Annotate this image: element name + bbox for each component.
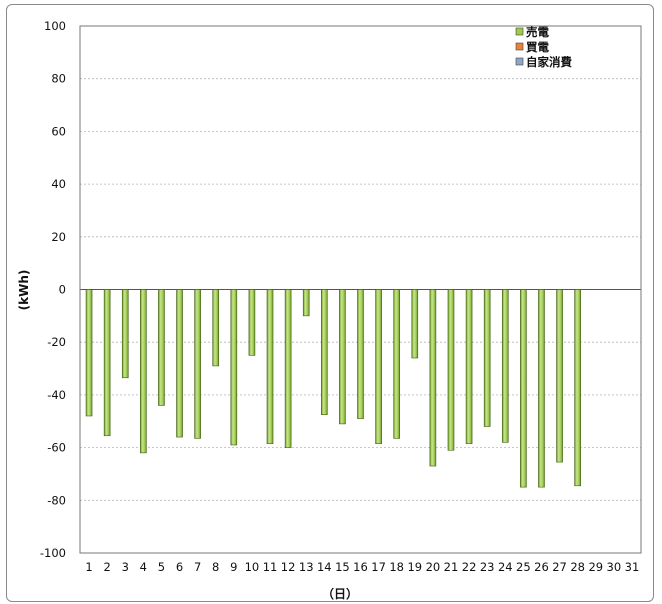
x-tick-label: 20	[426, 560, 441, 574]
bar-day-1	[85, 289, 93, 417]
x-tick-label: 9	[230, 560, 237, 574]
y-tick-label: -80	[47, 493, 66, 507]
x-tick-label: 23	[480, 560, 495, 574]
x-tick-label: 17	[371, 560, 386, 574]
x-tick-label: 8	[212, 560, 219, 574]
x-tick-label: 15	[335, 560, 350, 574]
bar-day-6	[176, 289, 183, 438]
y-tick-label: 20	[51, 230, 66, 244]
y-tick-label: -20	[47, 335, 66, 349]
x-tick-label: 19	[407, 560, 422, 574]
bar-day-7	[194, 289, 201, 439]
bar-day-23	[483, 289, 491, 427]
x-tick-label: 1	[85, 560, 92, 574]
x-tick-label: 22	[462, 560, 477, 574]
x-tick-label: 10	[245, 560, 260, 574]
bar-day-26	[538, 289, 545, 488]
bar-day-13	[302, 289, 310, 317]
x-tick-label: 25	[516, 560, 531, 574]
x-tick-label: 12	[281, 560, 296, 574]
bar-day-22	[465, 289, 473, 444]
bar-day-28	[574, 289, 581, 487]
bar-day-18	[393, 289, 400, 439]
bar-day-3	[121, 289, 129, 379]
bar-day-14	[321, 289, 328, 415]
x-tick-label: 31	[625, 560, 640, 574]
legend-swatch-0	[515, 27, 524, 36]
legend-swatch-1	[515, 42, 524, 51]
x-tick-label: 14	[317, 560, 332, 574]
x-tick-label: 28	[570, 560, 585, 574]
bar-day-27	[556, 289, 563, 463]
y-tick-label: -60	[47, 441, 66, 455]
bar-day-16	[357, 289, 364, 419]
x-tick-label: 24	[498, 560, 513, 574]
x-tick-label: 2	[103, 560, 110, 574]
x-tick-label: 30	[607, 560, 622, 574]
x-tick-label: 11	[263, 560, 278, 574]
y-tick-label: 0	[59, 283, 66, 297]
y-tick-label: -100	[40, 546, 66, 560]
bar-layer	[85, 289, 581, 488]
bar-day-19	[411, 289, 419, 359]
x-tick-label: 16	[353, 560, 368, 574]
y-tick-label: -40	[47, 388, 66, 402]
legend-label-2: 自家消費	[526, 55, 572, 69]
legend-swatch-2	[515, 57, 524, 66]
x-tick-label: 13	[299, 560, 314, 574]
y-tick-label: 40	[51, 177, 66, 191]
x-tick-label: 3	[122, 560, 129, 574]
x-tick-label: 18	[389, 560, 404, 574]
y-tick-label: 100	[44, 19, 66, 33]
bar-day-20	[429, 289, 437, 467]
bar-day-25	[520, 289, 527, 488]
bar-day-15	[339, 289, 346, 425]
bar-day-8	[212, 289, 220, 367]
x-tick-label: 6	[176, 560, 183, 574]
x-tick-label: 5	[158, 560, 165, 574]
legend-label-1: 買電	[526, 40, 549, 54]
bar-day-24	[501, 289, 509, 443]
bar-day-17	[375, 289, 382, 444]
x-tick-label: 4	[140, 560, 147, 574]
chart-frame	[6, 4, 654, 602]
bar-day-10	[248, 289, 256, 356]
bar-day-4	[140, 289, 147, 454]
y-tick-label: 80	[51, 72, 66, 86]
bar-day-2	[103, 289, 111, 437]
bar-day-11	[266, 289, 274, 444]
bar-day-9	[230, 289, 238, 446]
bar-day-21	[447, 289, 455, 451]
x-tick-label: 27	[552, 560, 567, 574]
plot-area-border	[79, 25, 642, 554]
bar-day-5	[158, 289, 165, 406]
y-tick-label: 60	[51, 124, 66, 138]
x-axis-title: （日）	[322, 586, 358, 601]
legend-label-0: 売電	[526, 25, 549, 39]
x-tick-label: 21	[444, 560, 459, 574]
x-tick-label: 7	[194, 560, 201, 574]
bar-day-12	[284, 289, 292, 448]
x-tick-label: 26	[534, 560, 549, 574]
axis-layer	[79, 25, 642, 554]
x-tick-label: 29	[588, 560, 603, 574]
y-axis-title: (kWh)	[17, 270, 31, 311]
